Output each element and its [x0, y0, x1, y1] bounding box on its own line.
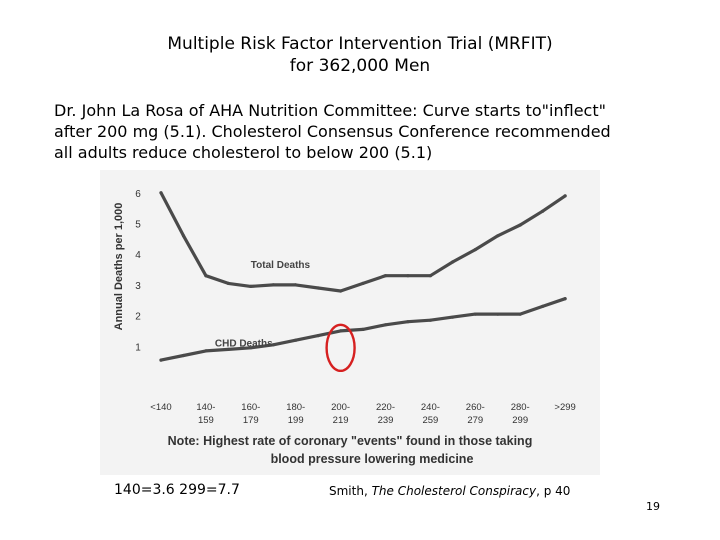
x-tick-label: 220- [376, 402, 395, 413]
chd-deaths-point [226, 347, 230, 351]
x-tick-label: 279 [467, 415, 483, 426]
total-deaths-point [316, 286, 320, 290]
x-tick-label: 240- [421, 402, 440, 413]
y-tick-label: 6 [135, 189, 141, 200]
total-deaths-point [428, 274, 432, 278]
chd-deaths-point [451, 315, 455, 319]
slide-title: Multiple Risk Factor Intervention Trial … [0, 33, 720, 77]
x-tick-label: 259 [422, 415, 438, 426]
total-deaths-point [518, 223, 522, 227]
x-tick-label: 179 [243, 415, 259, 426]
chd-deaths-point [271, 343, 275, 347]
footer-values: 140=3.6 299=7.7 [114, 482, 240, 498]
citation-author: Smith, [329, 484, 372, 498]
chd-deaths-point [294, 338, 298, 342]
total-deaths-point [541, 209, 545, 213]
x-tick-label: 260- [466, 402, 485, 413]
total-deaths-point [473, 248, 477, 252]
x-tick-label: <140 [150, 402, 171, 413]
total-deaths-point [271, 283, 275, 287]
chd-deaths-point [428, 318, 432, 322]
caption-line-1: Dr. John La Rosa of AHA Nutrition Commit… [54, 101, 606, 120]
chd-deaths-point [383, 323, 388, 327]
caption-line-2: after 200 mg (5.1). Cholesterol Consensu… [54, 122, 611, 141]
total-deaths-point [383, 274, 388, 278]
x-tick-label: 159 [198, 415, 214, 426]
chd-deaths-point [361, 327, 365, 331]
total-deaths-point [181, 234, 186, 238]
chd-deaths-point [518, 312, 522, 316]
x-tick-label: 199 [288, 415, 304, 426]
y-tick-label: 5 [135, 220, 141, 231]
note-line-2: blood pressure lowering medicine [271, 452, 474, 466]
caption: Dr. John La Rosa of AHA Nutrition Commit… [54, 100, 684, 163]
chd-deaths-point [159, 358, 163, 362]
chd-deaths-point [563, 297, 567, 301]
x-tick-label: 219 [333, 415, 349, 426]
x-tick-label: 200- [331, 402, 350, 413]
y-tick-label: 1 [135, 342, 141, 353]
page-number: 19 [646, 500, 660, 513]
total-deaths-point [159, 191, 163, 195]
total-deaths-point [226, 281, 230, 285]
total-deaths-point [451, 260, 455, 264]
citation-title: The Cholesterol Conspiracy [371, 484, 537, 498]
total-deaths-point [204, 274, 208, 278]
total-deaths-point [249, 284, 253, 288]
chart-background [100, 170, 600, 475]
total-deaths-point [361, 281, 365, 285]
y-tick-label: 2 [135, 312, 141, 323]
title-line-1: Multiple Risk Factor Intervention Trial … [167, 34, 553, 54]
y-tick-label: 4 [135, 250, 141, 261]
y-axis-label: Annual Deaths per 1,000 [113, 203, 125, 331]
total-deaths-point [339, 289, 343, 293]
caption-line-3: all adults reduce cholesterol to below 2… [54, 143, 433, 162]
total-deaths-point [294, 283, 298, 287]
chd-deaths-point [181, 353, 186, 358]
x-tick-label: 299 [512, 415, 528, 426]
total-deaths-point [496, 234, 500, 238]
total-deaths-point [406, 274, 410, 278]
y-tick-label: 3 [135, 281, 141, 292]
x-tick-label: 239 [378, 415, 394, 426]
x-tick-label: 180- [286, 402, 305, 413]
total-deaths-label: Total Deaths [251, 260, 311, 271]
x-tick-label: 140- [196, 402, 215, 413]
note-line-1: Note: Highest rate of coronary "events" … [168, 434, 533, 448]
total-deaths-point [563, 194, 567, 198]
chd-deaths-point [406, 320, 410, 324]
chd-deaths-point [316, 334, 320, 338]
x-tick-label: >299 [554, 402, 575, 413]
x-tick-label: 280- [511, 402, 530, 413]
highlight-circle [325, 323, 356, 373]
x-tick-label: 160- [241, 402, 260, 413]
mrfit-chart: Annual Deaths per 1,000 1 2 3 4 5 6 Total Death… [100, 170, 600, 475]
citation: Smith, The Cholesterol Conspiracy, p 40 [329, 484, 570, 498]
chd-deaths-point [541, 304, 545, 308]
citation-page: , p 40 [536, 484, 571, 498]
chd-deaths-point [496, 312, 500, 316]
chd-deaths-point [473, 312, 477, 316]
title-line-2: for 362,000 Men [289, 56, 431, 76]
chd-deaths-label: CHD Deaths [215, 338, 273, 349]
chd-deaths-point [339, 329, 343, 333]
chd-deaths-point [204, 349, 208, 353]
chd-deaths-point [249, 346, 253, 350]
